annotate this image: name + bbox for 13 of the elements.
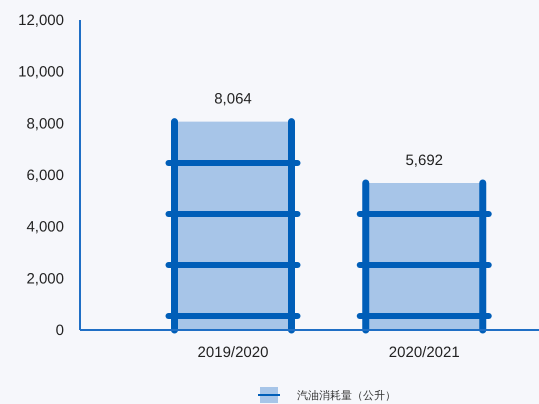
x-tick-label: 2020/2021 — [388, 344, 460, 361]
data-label: 5,692 — [405, 152, 444, 169]
y-tick-label: 8,000 — [26, 115, 64, 132]
x-tick-label: 2019/2020 — [198, 344, 268, 361]
y-tick-label: 6,000 — [26, 167, 64, 184]
y-tick-label: 0 — [56, 322, 64, 339]
y-tick-label: 10,000 — [18, 64, 64, 81]
data-label: 8,064 — [214, 90, 252, 108]
y-tick-label: 12,000 — [18, 12, 64, 29]
legend: 汽油消耗量（公升） — [258, 387, 396, 403]
y-tick-label: 4,000 — [26, 218, 64, 236]
y-tick-label: 2,000 — [26, 270, 64, 288]
legend-label: 汽油消耗量（公升） — [297, 389, 396, 402]
